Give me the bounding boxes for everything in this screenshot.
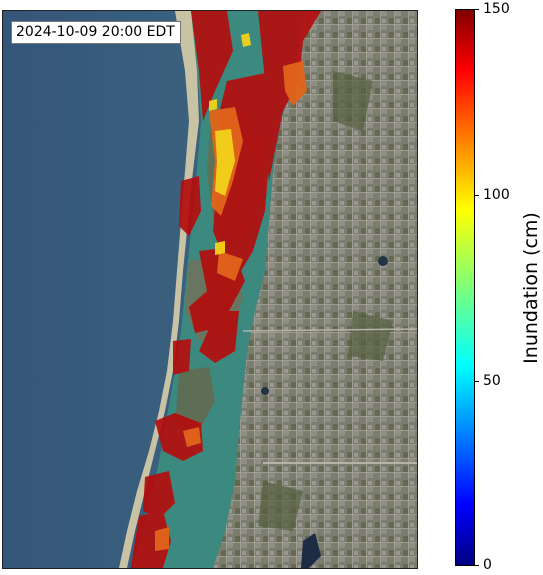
highway — [242, 328, 417, 332]
inundation-high — [131, 11, 321, 568]
inundation-mid — [155, 61, 307, 551]
inundation-overlay — [131, 11, 321, 568]
inland-lake — [301, 533, 321, 568]
inland-lake — [261, 387, 269, 395]
colorbar-tick-label: 150 — [483, 1, 510, 17]
inundation-map: 2024-10-09 20:00 EDT — [2, 10, 418, 569]
colorbar-tick — [475, 381, 479, 382]
bay-island-south — [175, 367, 215, 431]
mainland-vegetation — [258, 71, 393, 531]
colorbar-tick-label: 100 — [483, 187, 510, 203]
colorbar-tick-label: 0 — [483, 557, 492, 573]
map-canvas — [3, 11, 417, 568]
barrier-island — [119, 11, 199, 568]
colorbar-frame — [455, 9, 475, 566]
timestamp-label: 2024-10-09 20:00 EDT — [11, 21, 181, 44]
colorbar-tick-label: 50 — [483, 373, 501, 389]
colorbar-tick — [475, 565, 479, 566]
colorbar-title: Inundation (cm) — [520, 212, 542, 364]
inundation-low — [209, 33, 251, 255]
colorbar-tick — [475, 9, 479, 10]
mainland — [213, 11, 417, 568]
colorbar-tick — [475, 195, 479, 196]
colorbar-gradient — [455, 9, 475, 566]
inland-lake — [378, 256, 388, 266]
